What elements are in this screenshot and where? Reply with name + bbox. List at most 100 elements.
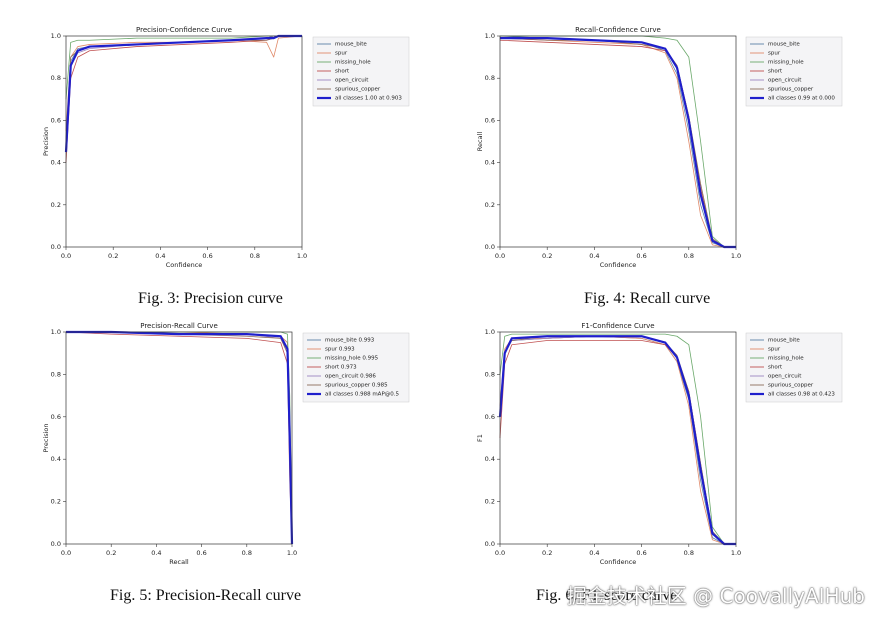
- legend-label: all classes 0.988 mAP@0.5: [325, 392, 400, 398]
- y-tick-label: 1.0: [51, 32, 61, 40]
- plot-frame: [499, 35, 737, 248]
- plot-frame: [65, 331, 293, 545]
- legend-label: missing_hole 0.995: [325, 356, 379, 362]
- curve: [498, 335, 736, 546]
- x-tick-label: 0.6: [202, 252, 212, 260]
- curve: [66, 331, 293, 545]
- legend-label: missing_hole: [768, 356, 804, 362]
- x-tick-label: 0.4: [589, 252, 599, 260]
- curve: [66, 331, 293, 545]
- legend-label: spurious_copper: [768, 383, 814, 389]
- y-tick-label: 0.6: [485, 413, 495, 421]
- x-axis-label: Confidence: [166, 261, 203, 269]
- legend-label: missing_hole: [335, 60, 371, 66]
- legend-label: spur: [335, 51, 348, 57]
- x-tick-label: 0.2: [108, 252, 118, 260]
- legend-label: short: [768, 365, 783, 371]
- x-tick-label: 0.2: [542, 252, 552, 260]
- legend-label: short: [335, 69, 350, 75]
- y-tick-label: 0.2: [485, 498, 495, 506]
- chart-title: F1-Confidence Curve: [581, 322, 654, 330]
- y-tick-label: 0.8: [485, 74, 495, 82]
- x-tick-label: 1.0: [731, 549, 741, 557]
- curve: [499, 335, 736, 545]
- legend-label: mouse_bite: [768, 42, 800, 48]
- y-axis-label: Recall: [476, 132, 484, 152]
- caption: Fig. 4: Recall curve: [584, 290, 711, 307]
- legend-label: missing_hole: [768, 60, 804, 66]
- y-tick-label: 0.6: [51, 413, 61, 421]
- legend-box: [745, 332, 843, 403]
- y-tick-label: 1.0: [485, 328, 495, 336]
- legend-label: mouse_bite 0.993: [325, 338, 375, 344]
- legend-label: open_circuit: [768, 374, 802, 380]
- legend-label: open_circuit: [335, 78, 369, 84]
- chart-title: Recall-Confidence Curve: [575, 26, 661, 34]
- x-axis-label: Confidence: [600, 558, 637, 566]
- y-tick-label: 0.2: [485, 201, 495, 209]
- caption: Fig. 3: Precision curve: [138, 290, 283, 307]
- x-axis-label: Confidence: [600, 261, 637, 269]
- curve: [499, 335, 736, 545]
- legend-label: spur: [768, 51, 781, 57]
- curve: [66, 330, 294, 545]
- x-tick-label: 1.0: [297, 252, 307, 260]
- legend-label: mouse_bite: [768, 338, 800, 344]
- x-tick-label: 0.4: [151, 549, 161, 557]
- curve: [65, 35, 303, 131]
- legend-label: open_circuit: [768, 78, 802, 84]
- x-tick-label: 0.0: [61, 549, 71, 557]
- x-tick-label: 0.0: [61, 252, 71, 260]
- y-tick-label: 0.0: [51, 243, 61, 251]
- y-axis-label: Precision: [42, 423, 50, 452]
- x-axis-label: Recall: [169, 558, 189, 566]
- x-tick-label: 0.2: [542, 549, 552, 557]
- y-tick-label: 1.0: [485, 32, 495, 40]
- legend-label: spurious_copper: [768, 87, 814, 93]
- curve: [65, 331, 293, 545]
- y-tick-label: 0.6: [51, 116, 61, 124]
- y-tick-label: 0.8: [51, 370, 61, 378]
- legend-label: all classes 0.98 at 0.423: [768, 392, 835, 398]
- y-tick-label: 0.4: [485, 455, 495, 463]
- x-tick-label: 0.8: [242, 549, 252, 557]
- y-tick-label: 0.0: [485, 540, 495, 548]
- legend-box: [302, 332, 410, 403]
- curve: [500, 37, 736, 249]
- curve: [66, 331, 293, 545]
- x-tick-label: 0.6: [636, 252, 646, 260]
- x-tick-label: 1.0: [287, 549, 297, 557]
- x-tick-label: 0.0: [495, 252, 505, 260]
- curve: [499, 335, 736, 545]
- y-tick-label: 0.2: [51, 201, 61, 209]
- caption: Fig. 6: F1-score curve: [536, 587, 678, 604]
- curve: [66, 331, 293, 545]
- legend-label: spurious_copper 0.985: [325, 383, 388, 389]
- curve: [66, 331, 293, 545]
- curve: [499, 335, 736, 545]
- plot-frame: [499, 331, 737, 545]
- legend-label: short 0.973: [325, 365, 357, 371]
- legend-label: short: [768, 69, 783, 75]
- legend-label: spur: [768, 347, 781, 353]
- x-tick-label: 0.4: [589, 549, 599, 557]
- legend-label: mouse_bite: [335, 42, 367, 48]
- y-tick-label: 0.4: [51, 159, 61, 167]
- legend-box: [312, 36, 410, 107]
- caption: Fig. 5: Precision-Recall curve: [110, 587, 302, 604]
- curve: [499, 37, 736, 248]
- chart-title: Precision-Confidence Curve: [136, 26, 232, 34]
- legend-box: [745, 36, 843, 107]
- x-tick-label: 0.0: [495, 549, 505, 557]
- x-tick-label: 0.6: [196, 549, 206, 557]
- y-tick-label: 0.8: [485, 370, 495, 378]
- y-tick-label: 1.0: [51, 328, 61, 336]
- plot-frame: [65, 35, 303, 248]
- x-tick-label: 0.8: [250, 252, 260, 260]
- x-tick-label: 0.8: [684, 252, 694, 260]
- y-tick-label: 0.4: [51, 455, 61, 463]
- legend-label: all classes 1.00 at 0.903: [335, 96, 402, 102]
- x-tick-label: 0.8: [684, 549, 694, 557]
